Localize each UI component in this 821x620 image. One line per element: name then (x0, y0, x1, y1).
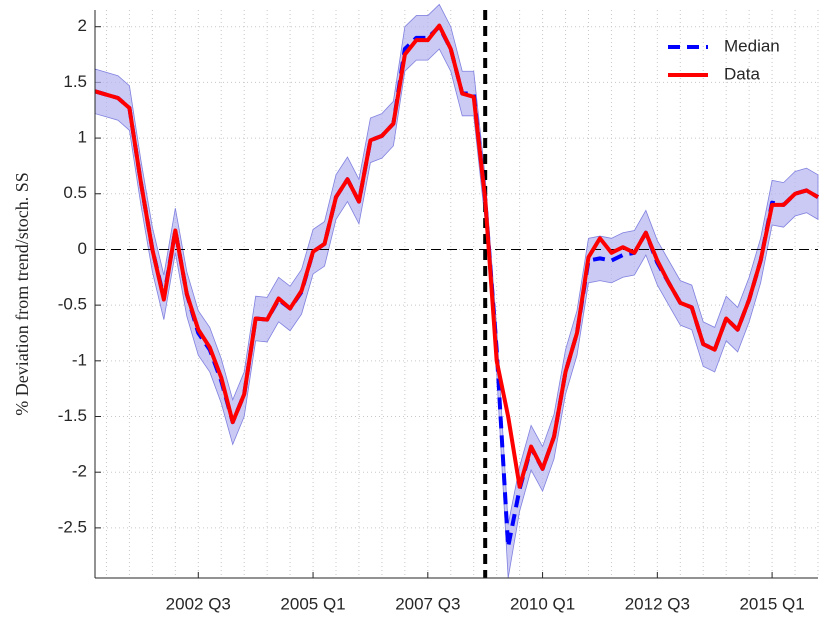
legend-label: Data (724, 64, 760, 83)
x-tick-label: 2015 Q1 (739, 594, 804, 613)
x-tick-label: 2010 Q1 (510, 594, 575, 613)
x-tick-label: 2002 Q3 (166, 594, 231, 613)
x-tick-label: 2005 Q1 (280, 594, 345, 613)
y-tick-label: -0.5 (58, 295, 87, 314)
legend-label: Median (724, 36, 780, 55)
y-tick-label: -1.5 (58, 406, 87, 425)
y-tick-label: 1 (78, 128, 87, 147)
y-tick-label: -2 (72, 462, 87, 481)
y-tick-label: 1.5 (63, 72, 87, 91)
series-line (94, 23, 820, 489)
y-tick-label: -1 (72, 350, 87, 369)
y-axis-label: % Deviation from trend/stoch. SS (12, 172, 32, 415)
y-tick-label: 0.5 (63, 183, 87, 202)
y-tick-label: 2 (78, 16, 87, 35)
y-tick-label: 0 (78, 239, 87, 258)
x-tick-label: 2007 Q3 (395, 594, 460, 613)
y-tick-label: -2.5 (58, 517, 87, 536)
x-tick-label: 2012 Q3 (625, 594, 690, 613)
